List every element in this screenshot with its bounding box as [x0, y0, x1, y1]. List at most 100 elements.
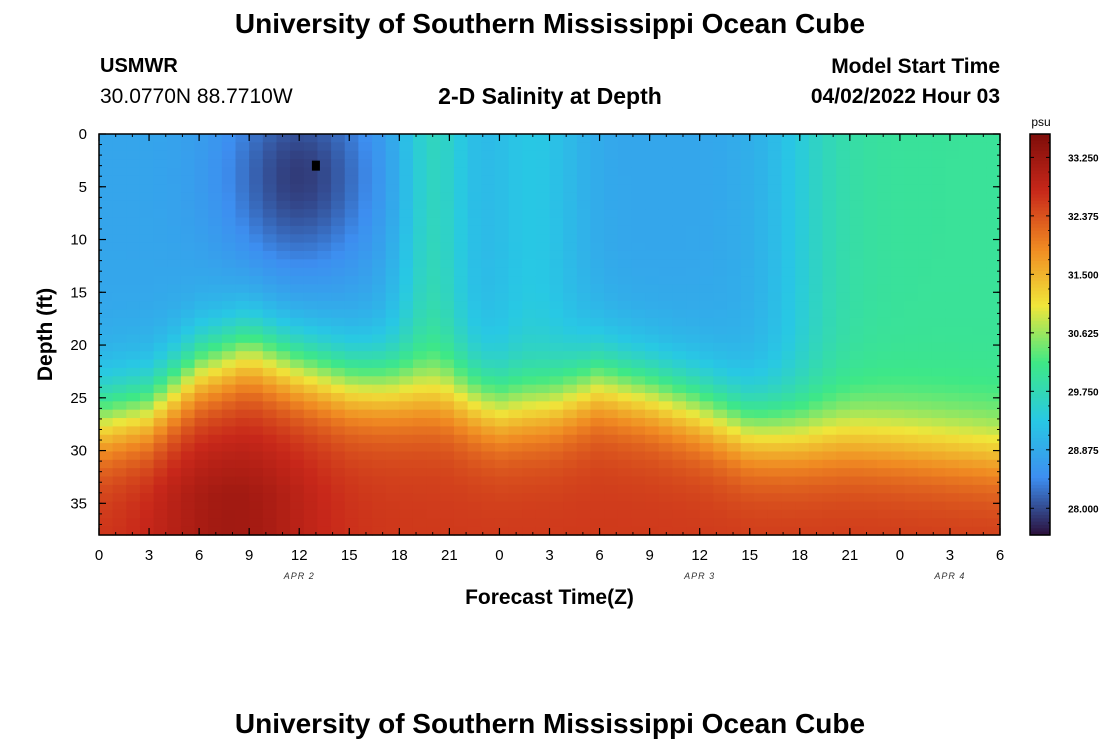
heatmap-cell [549, 167, 564, 177]
heatmap-cell [849, 526, 865, 536]
heatmap-cell [481, 342, 496, 352]
heatmap-cell [849, 142, 865, 152]
heatmap-cell [658, 376, 673, 386]
heatmap-cell [576, 234, 592, 244]
heatmap-cell [235, 225, 250, 235]
heatmap-cell [713, 468, 728, 478]
heatmap-cell [290, 284, 305, 294]
heatmap-cell [112, 484, 127, 494]
heatmap-cell [276, 409, 291, 419]
heatmap-cell [167, 451, 182, 461]
heatmap-cell [399, 342, 414, 352]
heatmap-cell [890, 459, 906, 469]
colorbar-segment [1030, 314, 1050, 319]
colorbar-segment [1030, 431, 1050, 436]
heatmap-cell [290, 434, 305, 444]
heatmap-cell [358, 434, 373, 444]
heatmap-cell [959, 351, 974, 361]
heatmap-cell [99, 526, 114, 536]
heatmap-cell [235, 309, 250, 319]
heatmap-cell [99, 301, 114, 311]
heatmap-cell [986, 234, 1001, 244]
heatmap-cell [494, 326, 510, 336]
heatmap-cell [358, 476, 373, 486]
heatmap-cell [331, 426, 346, 436]
heatmap-cell [645, 501, 660, 511]
heatmap-cell [645, 326, 660, 336]
heatmap-cell [385, 267, 400, 277]
heatmap-cell [726, 309, 742, 319]
heatmap-cell [385, 175, 400, 185]
heatmap-cell [440, 317, 455, 327]
heatmap-cell [795, 342, 810, 352]
heatmap-cell [194, 225, 209, 235]
heatmap-cell [331, 367, 346, 377]
heatmap-cell [385, 459, 400, 469]
heatmap-cell [358, 392, 373, 402]
heatmap-cell [385, 476, 400, 486]
heatmap-cell [494, 376, 510, 386]
heatmap-cell [822, 234, 837, 244]
heatmap-cell [494, 409, 510, 419]
heatmap-cell [153, 351, 168, 361]
heatmap-cell [781, 192, 796, 202]
heatmap-cell [576, 334, 592, 344]
heatmap-cell [317, 317, 332, 327]
heatmap-cell [153, 518, 168, 528]
heatmap-cell [508, 459, 523, 469]
heatmap-cell [522, 367, 537, 377]
heatmap-cell [494, 184, 510, 194]
heatmap-cell [467, 518, 482, 528]
heatmap-cell [221, 250, 237, 260]
heatmap-cell [508, 150, 523, 160]
heatmap-cell [986, 276, 1001, 285]
heatmap-cell [713, 250, 728, 260]
heatmap-cell [877, 150, 892, 160]
heatmap-cell [754, 167, 769, 177]
heatmap-cell [399, 401, 414, 411]
heatmap-cell [522, 284, 537, 294]
heatmap-cell [931, 484, 946, 494]
heatmap-cell [945, 334, 960, 344]
heatmap-cell [208, 459, 223, 469]
heatmap-cell [740, 451, 755, 461]
heatmap-cell [126, 493, 141, 503]
heatmap-cell [590, 392, 605, 402]
heatmap-cell [781, 334, 796, 344]
heatmap-cell [631, 509, 646, 519]
heatmap-cell [863, 167, 878, 177]
heatmap-cell [754, 134, 769, 143]
heatmap-cell [453, 476, 469, 486]
heatmap-cell [481, 351, 496, 361]
heatmap-cell [440, 367, 455, 377]
heatmap-cell [686, 167, 701, 177]
heatmap-cell [863, 342, 878, 352]
heatmap-cell [563, 342, 578, 352]
heatmap-cell [686, 476, 701, 486]
heatmap-cell [303, 334, 319, 344]
heatmap-cell [549, 242, 564, 252]
heatmap-cell [945, 392, 960, 402]
heatmap-cell [303, 267, 319, 277]
heatmap-cell [877, 142, 892, 152]
heatmap-cell [795, 443, 810, 453]
heatmap-cell [344, 468, 359, 478]
heatmap-cell [208, 159, 223, 169]
heatmap-cell [576, 351, 592, 361]
heatmap-cell [453, 242, 469, 252]
heatmap-cell [467, 175, 482, 185]
heatmap-cell [945, 376, 960, 386]
heatmap-cell [576, 459, 592, 469]
heatmap-cell [180, 267, 196, 277]
heatmap-cell [194, 459, 209, 469]
y-tick-label: 35 [70, 495, 87, 512]
heatmap-cell [808, 418, 824, 427]
heatmap-cell [180, 209, 196, 219]
colorbar-segment [1030, 518, 1050, 523]
heatmap-cell [426, 317, 441, 327]
heatmap-cell [713, 484, 728, 494]
heatmap-cell [481, 493, 496, 503]
heatmap-cell [740, 501, 755, 511]
heatmap-cell [535, 234, 551, 244]
heatmap-cell [426, 501, 441, 511]
